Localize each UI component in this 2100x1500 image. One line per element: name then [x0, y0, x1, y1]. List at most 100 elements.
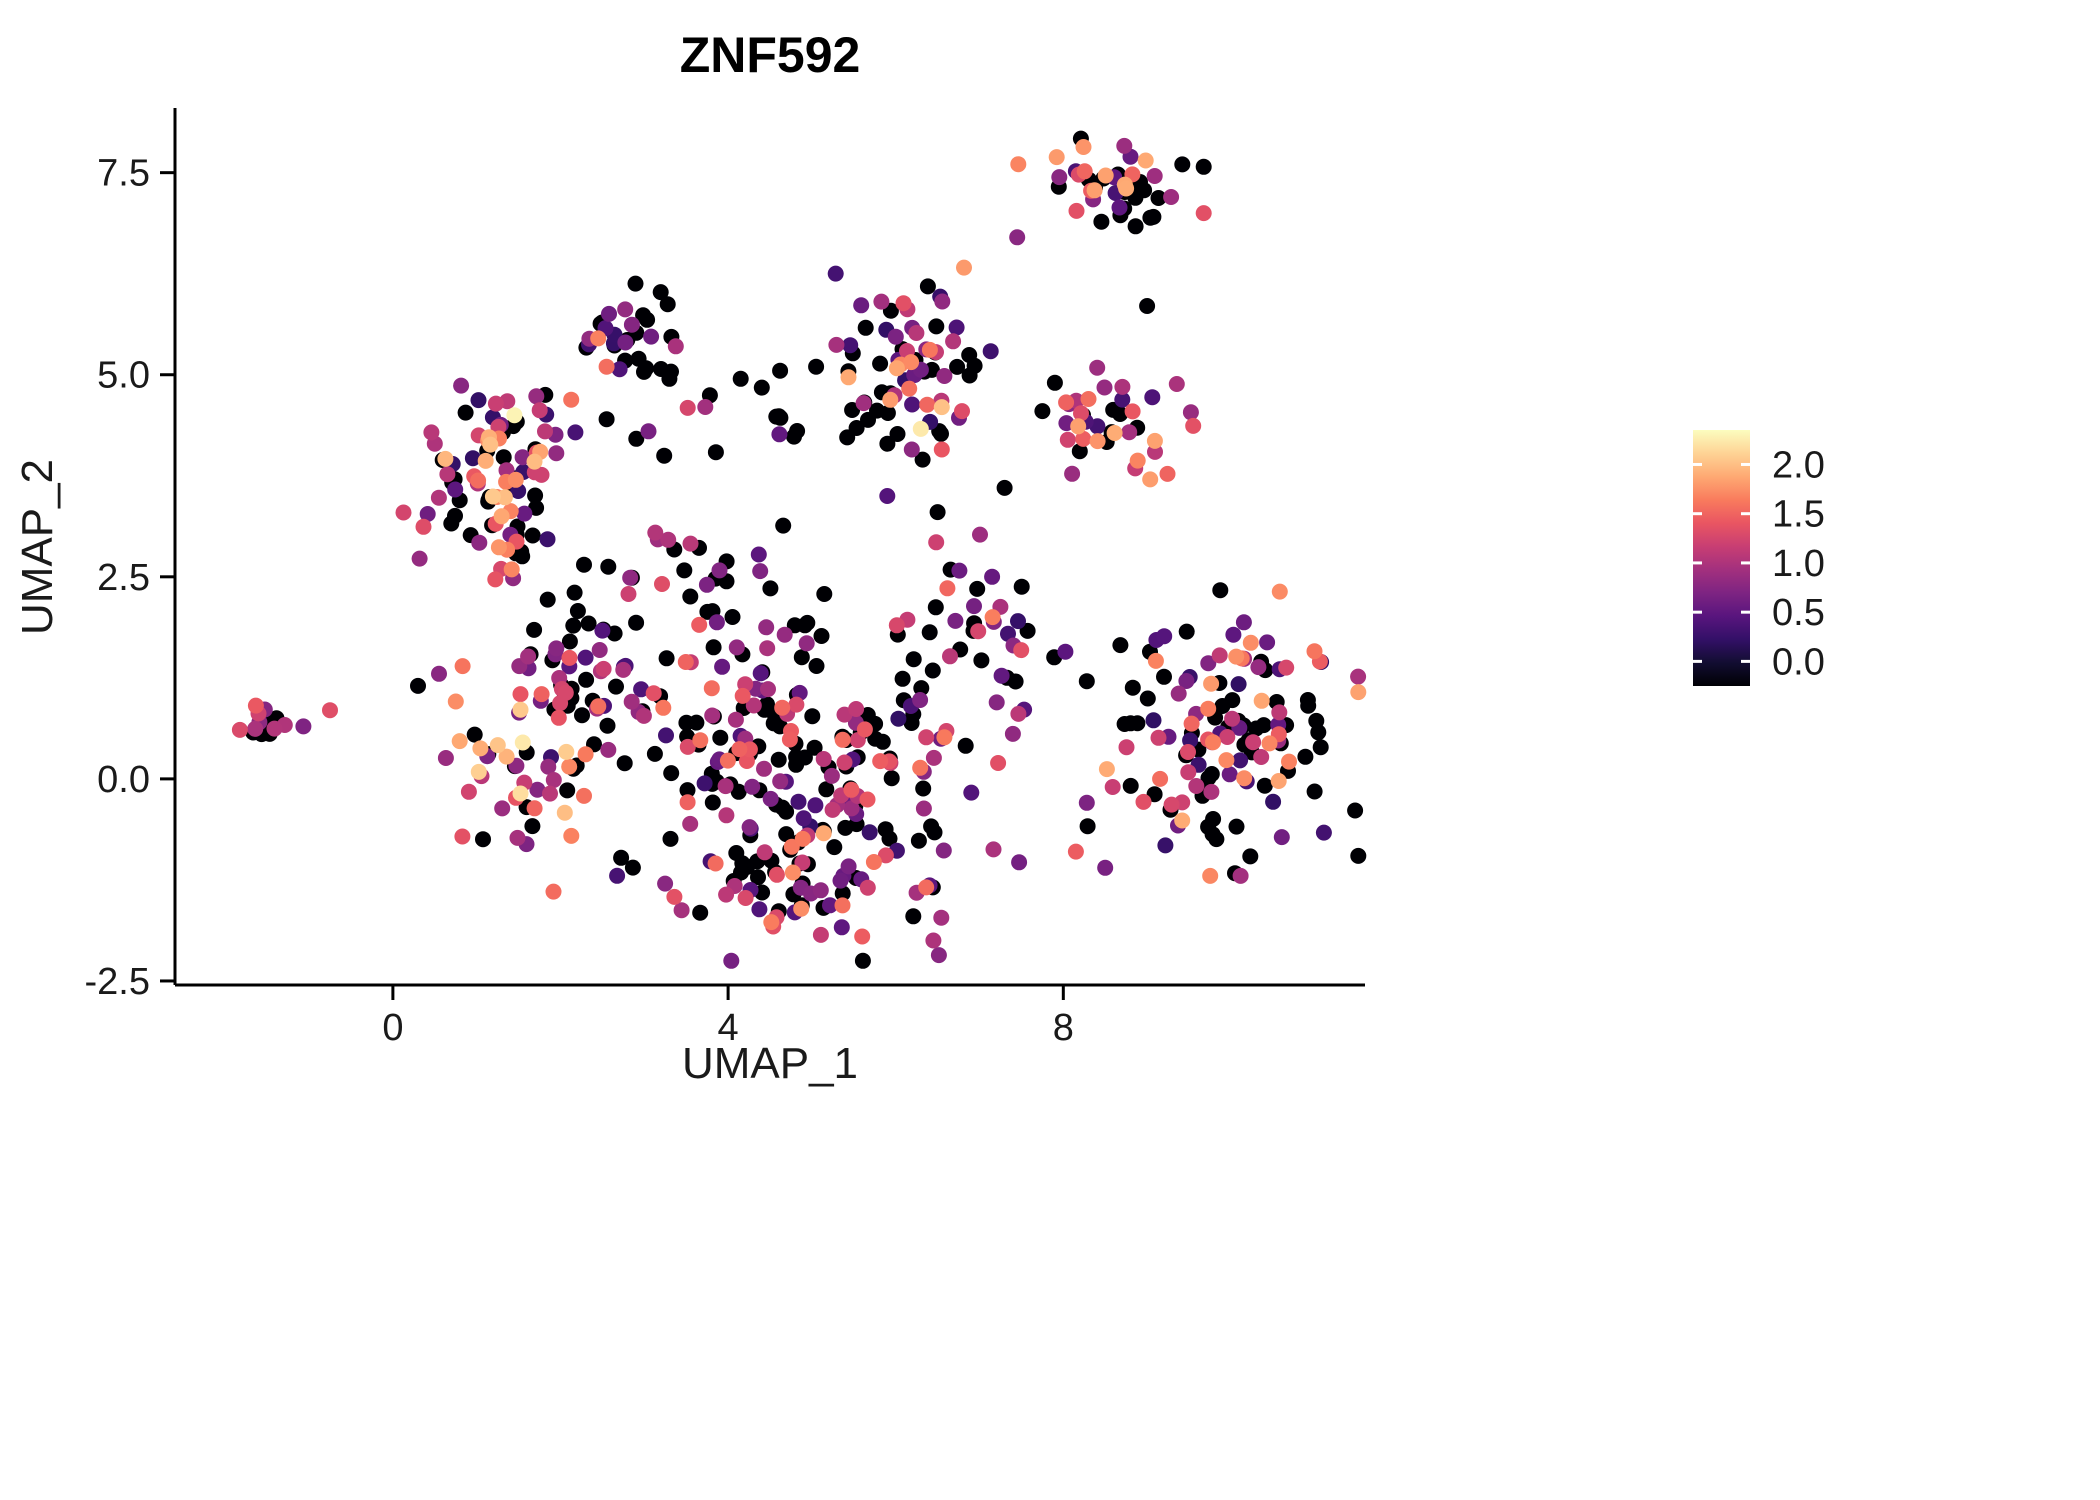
data-point: [487, 395, 504, 412]
data-point: [728, 845, 745, 861]
data-point: [1159, 465, 1176, 482]
data-point: [942, 648, 958, 665]
data-point: [883, 770, 900, 787]
data-point: [919, 278, 936, 295]
data-point: [577, 746, 594, 763]
data-point: [703, 680, 720, 697]
data-point: [723, 952, 740, 969]
data-point: [431, 665, 447, 682]
data-point: [985, 841, 1002, 858]
data-point: [1203, 766, 1220, 782]
data-point: [516, 505, 533, 522]
data-point: [1046, 374, 1063, 391]
data-point: [545, 883, 562, 900]
x-axis-title: UMAP_1: [682, 1039, 858, 1088]
data-point: [1163, 189, 1180, 205]
data-point: [567, 424, 584, 441]
data-point: [559, 782, 576, 799]
data-point: [1182, 404, 1199, 421]
y-axis-title: UMAP_2: [13, 459, 62, 635]
data-point: [790, 793, 807, 810]
data-point: [464, 450, 481, 467]
data-point: [1147, 443, 1163, 460]
data-point: [921, 624, 938, 641]
data-point: [860, 411, 876, 428]
data-point: [1019, 622, 1036, 639]
data-point: [1271, 583, 1288, 600]
data-point: [1245, 734, 1262, 751]
data-point: [859, 879, 876, 896]
data-point: [654, 576, 670, 592]
data-point: [919, 396, 936, 413]
data-point: [1188, 778, 1205, 794]
data-point: [905, 651, 922, 668]
data-point: [839, 429, 856, 446]
data-point: [1195, 205, 1212, 222]
data-point: [524, 818, 541, 835]
data-point: [753, 379, 770, 396]
data-point: [837, 819, 854, 836]
data-point: [576, 787, 592, 804]
data-point: [784, 864, 801, 881]
data-point: [1009, 229, 1026, 246]
data-point: [1010, 156, 1027, 173]
data-point: [1067, 843, 1084, 860]
data-point: [912, 420, 929, 437]
data-point: [775, 517, 792, 534]
data-point: [437, 750, 454, 766]
data-point: [1121, 424, 1138, 441]
data-point: [561, 633, 578, 650]
data-point: [951, 562, 968, 579]
data-point: [733, 864, 749, 881]
data-point: [489, 737, 506, 754]
data-point: [882, 391, 899, 408]
data-point: [496, 489, 513, 506]
data-point: [840, 369, 857, 386]
data-point: [815, 825, 832, 842]
data-point: [643, 328, 660, 345]
data-point: [628, 614, 645, 631]
data-point: [1116, 137, 1133, 154]
data-point: [808, 658, 825, 674]
data-point: [1122, 715, 1139, 732]
data-point: [667, 338, 684, 355]
data-point: [1112, 406, 1129, 422]
data-point: [768, 866, 785, 883]
data-point: [815, 751, 832, 767]
data-point: [470, 763, 487, 780]
data-point: [828, 336, 845, 353]
data-point: [731, 741, 748, 758]
data-point: [1075, 139, 1092, 155]
data-point: [1236, 770, 1253, 787]
data-point: [1211, 647, 1228, 664]
data-point: [1235, 614, 1252, 631]
data-point: [879, 435, 896, 452]
data-point: [266, 720, 283, 737]
data-point: [1097, 167, 1114, 184]
data-point: [231, 721, 248, 738]
data-point: [512, 785, 529, 802]
data-point: [1200, 655, 1217, 672]
data-point: [635, 707, 652, 724]
data-point: [1178, 673, 1195, 689]
colorbar-tick-label: 1.5: [1772, 494, 1825, 536]
data-point: [322, 702, 338, 719]
data-point: [617, 301, 634, 318]
data-point: [933, 399, 950, 416]
data-point: [1306, 643, 1323, 660]
data-point: [1124, 403, 1141, 420]
data-point: [1139, 690, 1156, 707]
data-point: [887, 328, 904, 345]
data-point: [696, 775, 713, 792]
colorbar-labels: 2.0 1.5 1.0 0.5 0.0: [1772, 444, 1825, 683]
data-point: [594, 622, 611, 639]
data-point: [732, 370, 749, 387]
data-point: [1146, 786, 1163, 803]
data-point: [1118, 739, 1135, 756]
data-point: [561, 649, 578, 666]
data-point: [1253, 692, 1270, 709]
data-point: [540, 758, 557, 775]
data-point: [578, 671, 595, 688]
data-point: [728, 639, 745, 656]
data-point: [460, 783, 477, 800]
